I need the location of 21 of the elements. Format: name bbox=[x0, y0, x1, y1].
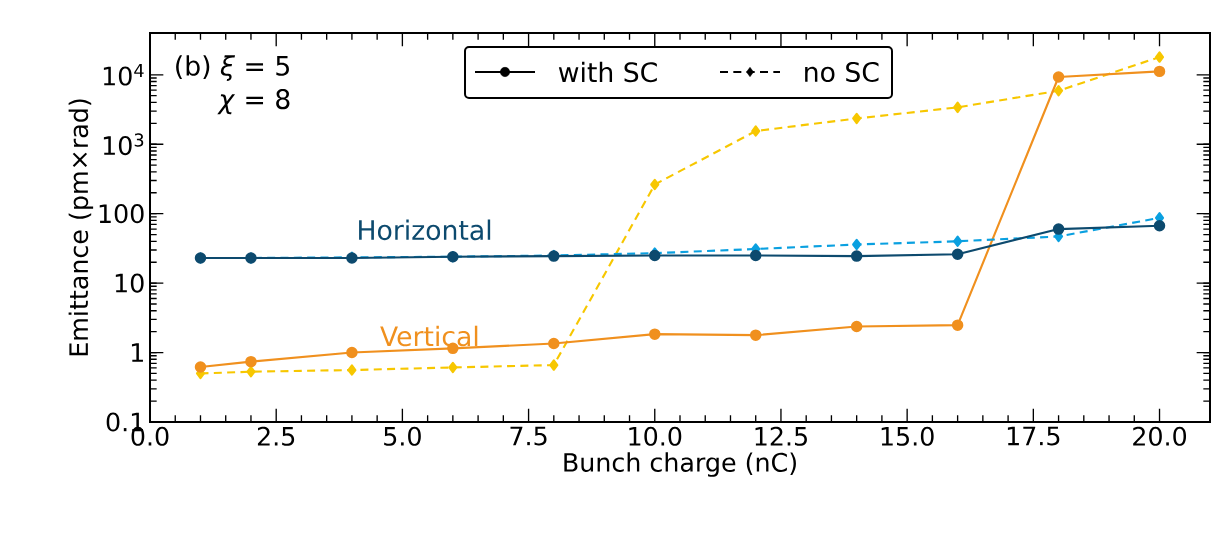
y-tick-label: 10 bbox=[115, 273, 144, 293]
annotation: with SC bbox=[558, 61, 657, 83]
x-axis-title: Bunch charge (nC) bbox=[564, 452, 796, 477]
y-tick-label: 1 bbox=[131, 343, 143, 362]
x-tick-label: 5.0 bbox=[384, 426, 421, 446]
x-tick-label: 12.5 bbox=[755, 426, 807, 446]
x-tick-label: 2.5 bbox=[257, 426, 295, 446]
y-tick-label: 10$^{3}$ bbox=[103, 133, 144, 156]
y-tick-label: 100 bbox=[99, 204, 144, 224]
x-tick-label: 7.5 bbox=[510, 426, 547, 446]
x-tick-label: 20.0 bbox=[1133, 426, 1187, 446]
annotation: χ = 8 bbox=[217, 89, 290, 115]
y-axis-title: Emittance (pm×rad) bbox=[68, 99, 94, 356]
x-tick-label: 10.0 bbox=[629, 426, 682, 446]
annotation: no SC bbox=[805, 61, 879, 83]
annotation: Horizontal bbox=[359, 219, 491, 241]
y-tick-label: 10$^{4}$ bbox=[103, 63, 144, 86]
annotation: (b) ξ = 5 bbox=[176, 55, 289, 82]
x-tick-label: 15.0 bbox=[881, 426, 934, 446]
x-tick-label: 17.5 bbox=[1007, 426, 1060, 446]
annotation: Vertical bbox=[380, 325, 478, 347]
